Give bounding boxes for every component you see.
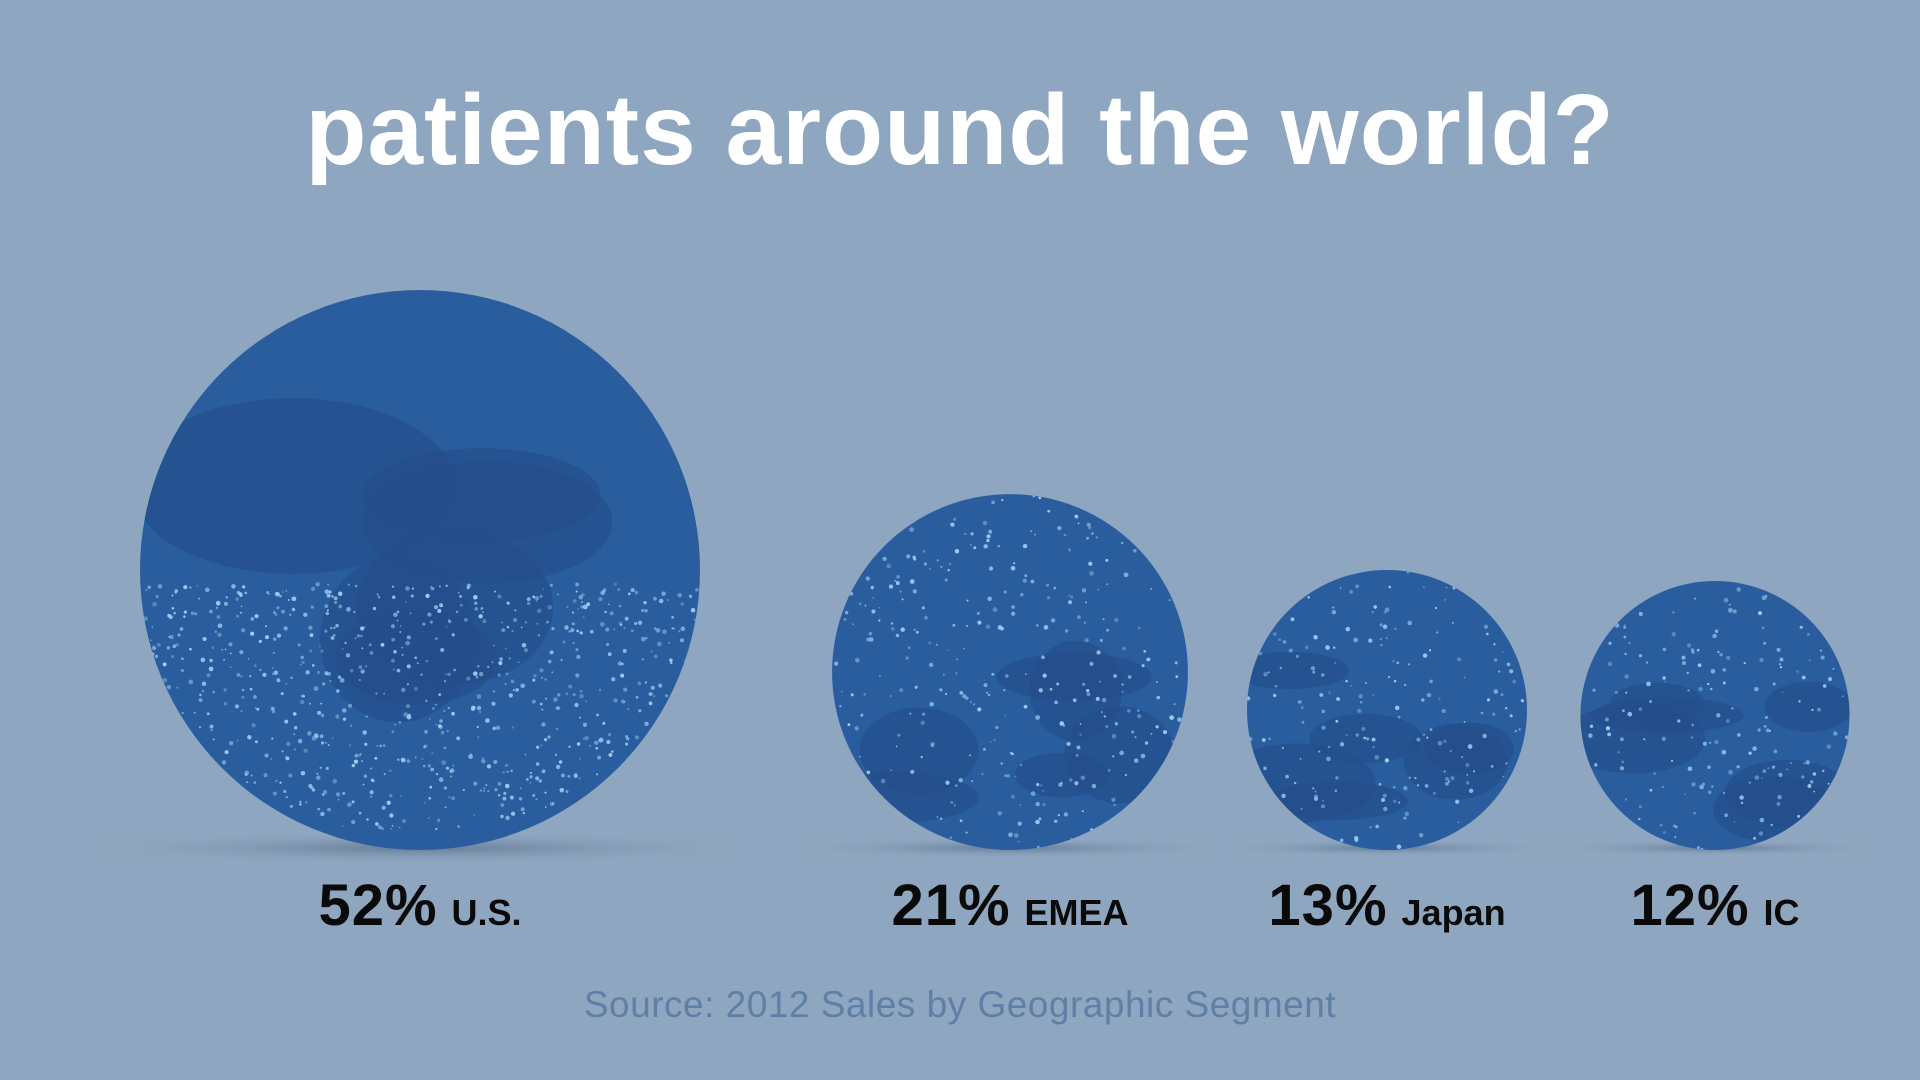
bubble-label-ic: 12% IC [1630, 872, 1799, 939]
value-label: 52% [318, 873, 438, 938]
value-label: 12% [1630, 873, 1750, 938]
bubble-map-u-s [140, 398, 699, 831]
bubble-label-japan: 13% Japan [1268, 872, 1505, 939]
bubble-map-emea [832, 494, 1182, 849]
chart-title: patients around the world? [305, 74, 1615, 186]
category-label: Japan [1401, 892, 1506, 933]
category-label: EMEA [1024, 892, 1129, 933]
source-note: Source: 2012 Sales by Geographic Segment [583, 984, 1337, 1025]
bubble-ic [1580, 580, 1850, 851]
category-label: IC [1763, 892, 1800, 933]
bubble-u-s [140, 290, 700, 850]
bubble-label-emea: 21% EMEA [891, 872, 1128, 939]
category-label: U.S. [451, 892, 522, 933]
bubble-japan [1247, 570, 1527, 850]
bubble-label-u-s: 52% U.S. [318, 872, 521, 939]
value-label: 13% [1268, 873, 1388, 938]
bubble-emea [832, 494, 1188, 850]
value-label: 21% [891, 873, 1011, 938]
